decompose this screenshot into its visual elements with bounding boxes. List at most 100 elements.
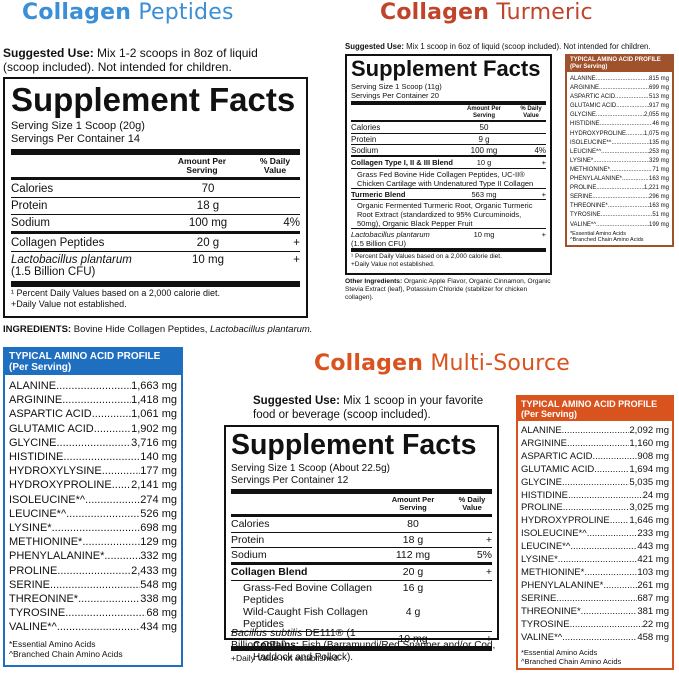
row-amount: 10 mg (398, 632, 428, 645)
row-amount: 10 mg (473, 230, 495, 239)
aa-title: TYPICAL AMINO ACID PROFILE (9, 351, 161, 362)
amino-acid-row: ARGININE 1,160 mg (521, 438, 669, 451)
dot-leader (94, 422, 131, 436)
dot-leader (592, 451, 637, 464)
amino-acid-value: 699 mg (648, 85, 669, 92)
multi-row-calories: Calories 80 (231, 517, 492, 532)
multi-title: Collagen Multi-Source (314, 351, 570, 376)
amino-acid-name: TYROSINE (9, 607, 66, 620)
multi-row-protein: Protein 18 g + (231, 531, 492, 547)
amino-acid-name: ASPARTIC ACID (521, 450, 593, 462)
row-name: Calories (231, 518, 270, 530)
turmeric-row-sodium: Sodium 100 mg 4% (351, 144, 546, 155)
amino-acid-value: 103 mg (637, 566, 669, 578)
amino-acid-name: ALANINE (9, 380, 57, 392)
multi-dv-header: % Daily Value (458, 494, 486, 512)
amino-acid-name: ISOLEUCINE*^ (9, 493, 86, 506)
dot-leader (600, 120, 653, 129)
amino-acid-name: PHENYLALANINE* (9, 550, 105, 563)
dot-leader (594, 464, 629, 477)
row-name-rest: DE111® (1 Billion CFU) (231, 626, 356, 651)
row-dv: + (541, 189, 546, 199)
amino-acid-name: GLUTAMIC ACID (570, 103, 617, 110)
amino-acid-row: LYSINE* 698 mg (9, 521, 177, 535)
amino-acid-row: SERINE 548 mg (9, 578, 177, 592)
peptides-supplement-facts: Supplement Facts Serving Size 1 Scoop (2… (3, 77, 308, 318)
amino-acid-value: 908 mg (637, 450, 669, 462)
dot-leader (102, 464, 141, 478)
dot-leader (82, 535, 140, 549)
multi-title-bold: Collagen (314, 351, 424, 376)
row-dv: 4% (534, 145, 546, 155)
dot-leader (615, 93, 649, 102)
turmeric-facts-title: Supplement Facts (351, 56, 541, 81)
row-dv: + (293, 236, 300, 249)
amino-acid-name: VALINE*^ (9, 621, 57, 634)
amino-acid-name: GLUTAMIC ACID (9, 422, 94, 435)
dot-leader (612, 139, 649, 148)
amino-acid-name: HYDROXYLYSINE (9, 465, 102, 478)
row-amount: 563 mg (471, 189, 497, 199)
row-amount: 18 g (196, 200, 220, 212)
blend-item-2-amount: 4 g (405, 605, 421, 618)
amino-acid-value: 22 mg (642, 618, 669, 630)
amino-acid-row: ASPARTIC ACID 1,061 mg (9, 407, 177, 421)
amino-acid-row: ALANINE 2,092 mg (521, 425, 669, 438)
dot-leader (556, 593, 637, 606)
amino-acid-name: ARGININE (570, 85, 600, 92)
amino-acid-value: 253 mg (648, 148, 669, 155)
dot-leader (104, 549, 140, 563)
dot-leader (616, 102, 649, 111)
peptides-dv-header: % Daily Value (259, 156, 291, 175)
row-amount: 18 g (402, 533, 424, 546)
dot-leader (596, 184, 644, 193)
turmeric-serving-size: Serving Size 1 Scoop (11g) (351, 82, 442, 91)
amino-acid-row: LEUCINE*^ 526 mg (9, 507, 177, 521)
amino-acid-value: 458 mg (637, 631, 669, 643)
turmeric-row-blend1: Collagen Type I, II & III Blend 10 g + (351, 157, 546, 168)
amino-acid-row: PROLINE 1,221 mg (570, 184, 669, 193)
amino-acid-value: 296 mg (648, 194, 669, 201)
amino-acid-value: 434 mg (140, 621, 177, 634)
row-name: Sodium (351, 145, 379, 155)
amino-acid-name: LEUCINE*^ (570, 148, 602, 155)
peptides-servings-per: Servings Per Container 14 (11, 133, 141, 145)
row-dv: + (485, 566, 492, 578)
amino-acid-name: METHIONINE* (9, 536, 83, 549)
amino-acid-name: PHENYLALANINE* (521, 579, 604, 591)
amino-acid-name: ARGININE (521, 437, 567, 449)
dot-leader (608, 202, 649, 211)
other-label: Other Ingredients: (345, 278, 403, 285)
row-dv: 4% (283, 217, 300, 229)
row-amount: 9 g (478, 134, 490, 144)
dot-leader (56, 436, 131, 450)
amino-acid-value: 332 mg (140, 550, 177, 563)
row-name: Collagen Peptides (11, 236, 105, 249)
amino-acid-name: GLYCINE (521, 476, 563, 488)
peptides-aa-header: TYPICAL AMINO ACID PROFILE (Per Serving) (5, 349, 181, 375)
amino-acid-row: THREONINE* 163 mg (570, 202, 669, 211)
amino-acid-name: HISTIDINE (570, 121, 600, 128)
amino-acid-row: LEUCINE*^ 253 mg (570, 148, 669, 157)
amino-acid-value: 548 mg (140, 578, 177, 591)
dot-leader (78, 592, 140, 606)
amino-acid-row: ISOLEUCINE*^ 274 mg (9, 493, 177, 507)
amino-acid-name: HYDROXYPROLINE (521, 515, 610, 527)
dot-leader (570, 619, 643, 632)
amino-acid-name: PROLINE (521, 502, 563, 514)
dot-leader (568, 490, 643, 503)
amino-acid-name: ASPARTIC ACID (570, 94, 616, 101)
amino-acid-value: 526 mg (140, 507, 177, 520)
peptides-aa-note-1: *Essential Amino Acids (9, 638, 96, 649)
amino-acid-row: VALINE*^ 458 mg (521, 632, 669, 645)
row-amount: 100 mg (470, 145, 498, 155)
turmeric-blend2-desc: Organic Fermented Turmeric Root, Organic… (351, 199, 546, 228)
dot-leader (596, 75, 649, 84)
amino-acid-row: GLUTAMIC ACID 1,902 mg (9, 422, 177, 436)
amino-acid-value: 421 mg (637, 554, 669, 566)
amino-acid-row: ALANINE 1,663 mg (9, 379, 177, 393)
dot-leader (62, 393, 131, 407)
row-name: Protein (231, 533, 265, 546)
amino-acid-row: GLUTAMIC ACID 1,694 mg (521, 464, 669, 477)
dot-leader (610, 166, 652, 175)
